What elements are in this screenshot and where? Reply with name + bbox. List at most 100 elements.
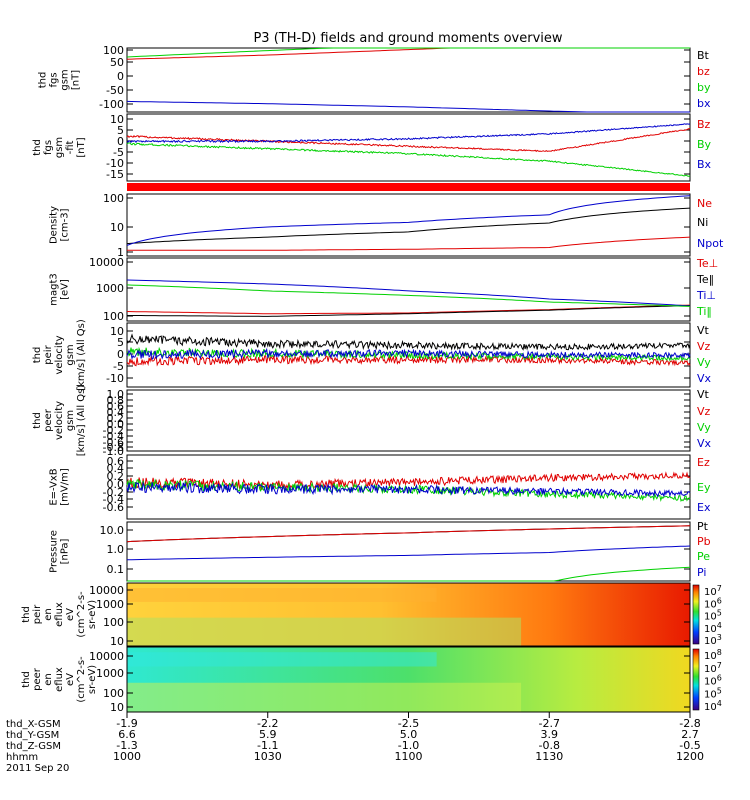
series-fgs-gsm-by — [126, 47, 690, 58]
x-tick-label: 2.7 — [681, 728, 699, 741]
x-tick-label: -1.9 — [116, 717, 137, 730]
x-tick-label: -2.7 — [539, 717, 560, 730]
series-efield-Ex — [126, 481, 691, 498]
y-tick-label: -0.6 — [103, 436, 124, 449]
y-tick-label: -0.4 — [103, 430, 124, 443]
panel-frame — [126, 582, 691, 647]
x-tick-label: -1.3 — [116, 739, 137, 752]
panel-efield: 0.60.40.20.0-0.2-0.4-0.6 E=-VxB[mV/m] Ez Ey… — [49, 454, 711, 520]
y-tick-label: -0.2 — [103, 486, 124, 499]
legend-te⊥: Te⊥ — [696, 257, 718, 270]
x-tick-label: -2.2 — [257, 717, 278, 730]
y-tick-label: 1000 — [96, 667, 124, 680]
y-tick-label: 1 — [117, 246, 124, 259]
x-tick-label: 1000 — [113, 750, 141, 763]
legend-vz: Vz — [697, 340, 711, 353]
series-temperature-Ti⊥ — [126, 279, 691, 307]
series-temperature-Te‖ — [127, 305, 691, 317]
legend-ez: Ez — [697, 456, 710, 469]
series-pressure-Pb — [126, 525, 691, 543]
x-tick-label: 5.0 — [400, 728, 418, 741]
time-axis-row-label: thd_Z-GSM — [6, 741, 61, 752]
series-pressure-Pt — [126, 525, 691, 543]
series-peir-velocity-Vt — [126, 333, 691, 352]
y-tick-label: 0.0 — [107, 418, 125, 431]
y-tick-label: 10 — [110, 113, 124, 126]
x-tick-label: -2.8 — [679, 717, 700, 730]
y-tick-label: -0.2 — [103, 424, 124, 437]
legend-vy: Vy — [697, 421, 711, 434]
time-axis-row-label: thd_X-GSM — [6, 719, 61, 730]
x-tick-label: -0.5 — [679, 739, 700, 752]
x-tick-label: 1200 — [676, 750, 704, 763]
y-tick-label: 10 — [110, 701, 124, 714]
y-tick-label: 0.2 — [107, 412, 125, 425]
series-temperature-Ti‖ — [126, 284, 691, 307]
series-fgs-gsm-detrended-By — [126, 142, 691, 177]
spectrogram-low-energy-band — [127, 617, 522, 646]
x-tick-label: -0.8 — [539, 739, 560, 752]
y-tick-label: 10 — [110, 635, 124, 648]
y-tick-label: -100 — [99, 98, 124, 111]
legend-pe: Pe — [697, 550, 710, 563]
y-tick-label: 100 — [103, 616, 124, 629]
y-tick-label: -5 — [113, 146, 124, 159]
series-efield-Ez — [126, 471, 691, 491]
legend-ey: Ey — [697, 481, 711, 494]
x-tick-label: 1100 — [395, 750, 423, 763]
panel-frame — [126, 113, 691, 182]
y-tick-label: 100 — [103, 192, 124, 205]
y-axis-label: magt3[eV] — [49, 273, 71, 306]
y-tick-label: 0.4 — [107, 406, 125, 419]
legend-bz: bz — [697, 65, 710, 78]
legend-ni: Ni — [697, 216, 708, 229]
legend-vy: Vy — [697, 356, 711, 369]
series-pressure-Pi — [126, 545, 691, 561]
y-axis-label: thdfgsgsm-fit[nT] — [32, 137, 87, 158]
series-fgs-gsm-bx — [126, 100, 690, 113]
legend-pt: Pt — [697, 520, 709, 533]
legend-vx: Vx — [697, 372, 712, 385]
y-tick-label: 10000 — [89, 256, 124, 269]
y-tick-label: 10 — [110, 325, 124, 338]
legend-ex: Ex — [697, 501, 711, 514]
y-tick-label: -0.8 — [103, 441, 124, 454]
series-density-Npot — [126, 195, 691, 246]
y-tick-label: 10000 — [89, 584, 124, 597]
legend-bx: bx — [697, 97, 711, 110]
legend-vt: Vt — [697, 324, 710, 337]
y-tick-label: 0.4 — [107, 462, 125, 475]
panel-temperature: 10000 1000 100 magt3[eV] Te⊥ Te‖ Ti⊥ Ti‖ — [49, 256, 719, 323]
panel-frame — [126, 454, 691, 520]
x-tick-label: 6.6 — [118, 728, 136, 741]
y-tick-label: 5 — [117, 124, 124, 137]
y-tick-label: 10 — [110, 221, 124, 234]
x-tick-label: 1130 — [535, 750, 563, 763]
series-density-Ne — [127, 236, 691, 251]
panel-frame — [126, 521, 691, 582]
series-peir-velocity-Vx — [126, 347, 691, 361]
x-tick-label: 5.9 — [259, 728, 277, 741]
y-tick-label: 1000 — [96, 598, 124, 611]
y-tick-label: -10 — [106, 157, 124, 170]
series-fgs-gsm-detrended-Bx — [126, 123, 691, 144]
legend-ti⊥: Ti⊥ — [696, 289, 716, 302]
y-tick-label: 0 — [117, 348, 124, 361]
y-tick-label: 100 — [103, 310, 124, 323]
time-axis-row-label: thd_Y-GSM — [6, 730, 59, 741]
panel-frame — [126, 193, 691, 257]
y-tick-label: 1.0 — [107, 543, 125, 556]
y-axis-label: Pressure[nPa] — [49, 530, 71, 573]
colorbar — [692, 648, 700, 711]
y-tick-label: 0.6 — [107, 455, 125, 468]
y-tick-label: -15 — [106, 168, 124, 181]
y-tick-label: -10 — [106, 372, 124, 385]
legend-bt: Bt — [697, 49, 710, 62]
x-tick-label: -2.5 — [398, 717, 419, 730]
legend-pi: Pi — [697, 566, 706, 579]
y-tick-label: -0.4 — [103, 493, 124, 506]
y-axis-label: thdpeervelocitygsm[km/s] (All Qs) — [32, 385, 87, 457]
legend-bz: Bz — [697, 118, 711, 131]
y-tick-label: 100 — [103, 44, 124, 57]
